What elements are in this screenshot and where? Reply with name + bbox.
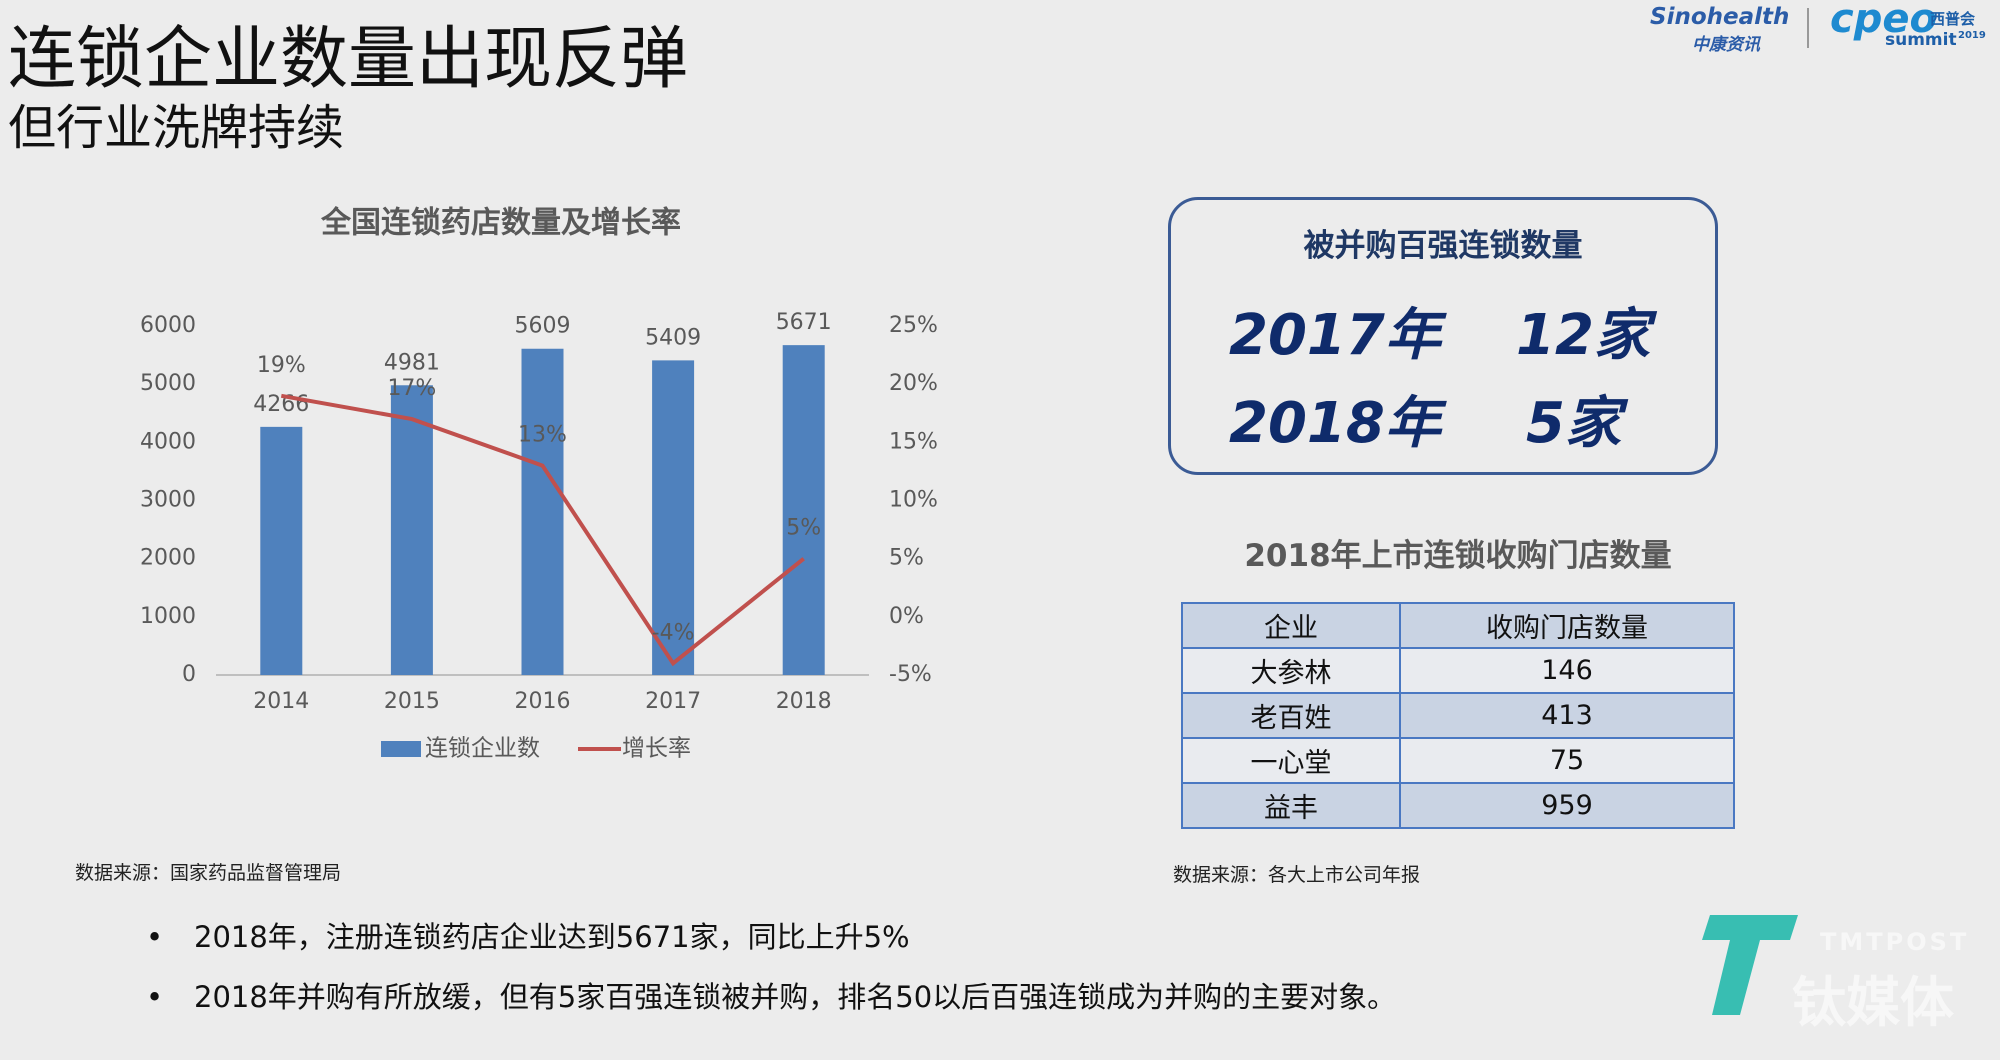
bar xyxy=(652,360,695,675)
cell: 老百姓 xyxy=(1181,692,1401,739)
source-note: 数据来源：国家药品监督管理局 xyxy=(75,862,342,884)
x-tick-label: 2017 xyxy=(645,689,701,714)
data-label: 4981 xyxy=(384,350,440,375)
bar xyxy=(782,345,825,675)
table-title: 2018年上市连锁收购门店数量 xyxy=(1244,538,1672,574)
table-row: 一心堂 75 xyxy=(1181,737,1735,784)
y-tick-label: 5000 xyxy=(140,371,196,396)
box-count: 12家 xyxy=(1516,303,1650,368)
table-row: 益丰 959 xyxy=(1181,782,1735,829)
cell: 益丰 xyxy=(1181,782,1401,829)
legend-swatch xyxy=(381,741,421,757)
box-title: 被并购百强连锁数量 xyxy=(1303,228,1583,264)
table-row: 大参林 146 xyxy=(1181,647,1735,694)
cell: 75 xyxy=(1399,737,1735,784)
y-tick-label: 4000 xyxy=(140,429,196,454)
data-label: 5409 xyxy=(645,325,701,350)
x-tick-label: 2016 xyxy=(515,689,571,714)
data-label: 17% xyxy=(387,376,436,401)
y2-tick-label: 15% xyxy=(889,429,938,454)
data-label: 5% xyxy=(786,516,821,541)
header-cell: 收购门店数量 xyxy=(1399,602,1735,649)
x-tick-label: 2018 xyxy=(776,689,832,714)
y2-tick-label: -5% xyxy=(889,662,932,687)
y2-tick-label: 25% xyxy=(889,313,938,338)
cell: 146 xyxy=(1399,647,1735,694)
source-note: 数据来源：各大上市公司年报 xyxy=(1173,864,1421,886)
y-tick-label: 2000 xyxy=(140,546,196,571)
box-year: 2018年 xyxy=(1229,391,1441,456)
watermark-text: 钛媒体 xyxy=(1792,971,1954,1034)
table: 企业 收购门店数量 大参林 146 老百姓 413 一心堂 75 益丰 959 xyxy=(1181,602,1735,829)
data-label: 5609 xyxy=(515,314,571,339)
bullet: • 2018年，注册连锁药店企业达到5671家，同比上升5% xyxy=(146,920,910,954)
logo-text: Sinohealth xyxy=(1650,4,1790,30)
chart-title: 全国连锁药店数量及增长率 xyxy=(320,206,681,241)
y2-tick-label: 20% xyxy=(889,371,938,396)
bar xyxy=(390,385,433,675)
watermark-text: TMTPOST xyxy=(1820,928,1970,956)
bar xyxy=(521,348,564,675)
logo-text: 西普会 xyxy=(1930,10,1976,28)
line xyxy=(280,393,805,667)
logo-text: 2019 xyxy=(1958,30,1986,41)
divider xyxy=(1807,8,1809,48)
y2-tick-label: 5% xyxy=(889,546,924,571)
bar xyxy=(260,426,303,675)
header-cell: 企业 xyxy=(1181,602,1401,649)
data-label: 5671 xyxy=(776,310,832,335)
box-year: 2017年 xyxy=(1229,303,1441,368)
y-tick-label: 3000 xyxy=(140,488,196,513)
cell: 413 xyxy=(1399,692,1735,739)
y-tick-label: 1000 xyxy=(140,604,196,629)
logo-text: 中康资讯 xyxy=(1692,35,1760,55)
table-header: 企业 收购门店数量 xyxy=(1181,602,1735,649)
cell: 大参林 xyxy=(1181,647,1401,694)
y-tick-label: 0 xyxy=(182,662,196,687)
logo-text: cpeo xyxy=(1830,0,1937,42)
x-tick-label: 2015 xyxy=(384,689,440,714)
acquired-box: 被并购百强连锁数量 2017年 12家 2018年 5家 xyxy=(1168,197,1718,475)
data-label: -4% xyxy=(652,620,695,645)
y2-tick-label: 0% xyxy=(889,604,924,629)
cell: 959 xyxy=(1399,782,1735,829)
box-count: 5家 xyxy=(1526,391,1621,456)
data-label: 4266 xyxy=(253,392,309,417)
bullet-text: 2018年并购有所放缓，但有5家百强连锁被并购，排名50以后百强连锁成为并购的主… xyxy=(194,980,1397,1014)
bullet-text: 2018年，注册连锁药店企业达到5671家，同比上升5% xyxy=(194,920,910,954)
data-label: 19% xyxy=(257,353,306,378)
x-tick-label: 2014 xyxy=(253,689,309,714)
data-label: 13% xyxy=(518,423,567,448)
cell: 一心堂 xyxy=(1181,737,1401,784)
table-row: 老百姓 413 xyxy=(1181,692,1735,739)
watermark-logo xyxy=(1702,915,1798,1015)
logo-text: summit xyxy=(1885,30,1957,50)
legend-label: 连锁企业数 xyxy=(425,736,540,762)
bullet: • 2018年并购有所放缓，但有5家百强连锁被并购，排名50以后百强连锁成为并购的… xyxy=(146,980,1397,1014)
y2-tick-label: 10% xyxy=(889,488,938,513)
slide-title: 连锁企业数量出现反弹 xyxy=(8,20,689,99)
y-tick-label: 6000 xyxy=(140,313,196,338)
slide-subtitle: 但行业洗牌持续 xyxy=(8,100,345,156)
legend-label: 增长率 xyxy=(622,736,691,762)
